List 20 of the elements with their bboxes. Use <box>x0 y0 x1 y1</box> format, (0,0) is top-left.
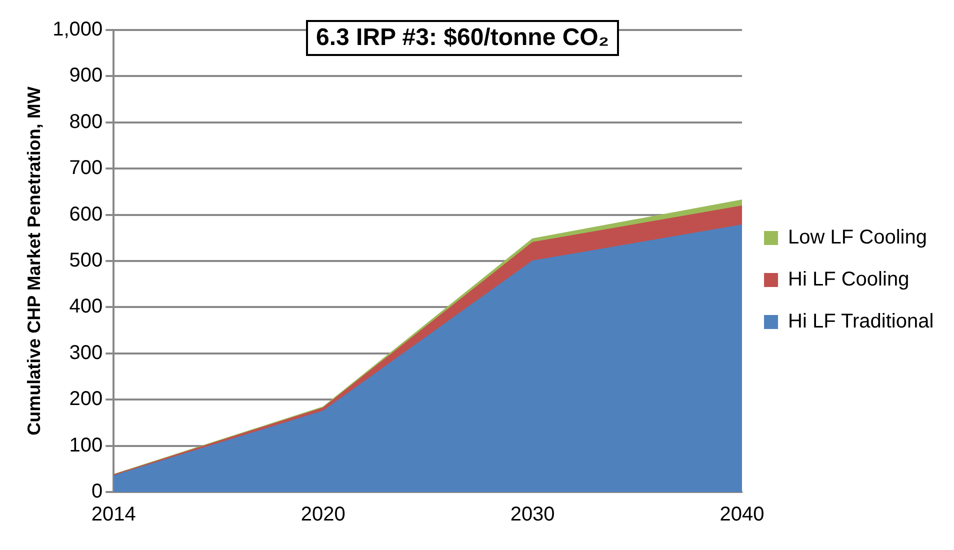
y-tick-label: 400 <box>69 296 103 318</box>
y-tick-label: 300 <box>69 342 103 364</box>
legend-label: Hi LF Traditional <box>788 310 934 333</box>
x-tick-label: 2030 <box>510 504 555 526</box>
y-tick-label: 700 <box>69 157 103 180</box>
y-tick-label: 0 <box>92 480 103 503</box>
chart-title: 6.3 IRP #3: $60/tonne CO₂ <box>306 20 619 56</box>
legend-label: Low LF Cooling <box>788 226 927 249</box>
y-tick-label: 500 <box>69 250 103 272</box>
y-tick-label: 800 <box>69 110 103 133</box>
y-tick-label: 200 <box>69 388 103 410</box>
y-tick-label: 900 <box>69 64 103 87</box>
y-tick-label: 1,000 <box>52 18 103 41</box>
x-tick-label: 2040 <box>720 504 764 526</box>
y-tick-label: 100 <box>69 434 103 456</box>
y-tick-label: 600 <box>69 203 103 226</box>
x-tick-label: 2014 <box>91 504 136 526</box>
x-tick-label: 2020 <box>300 504 346 526</box>
y-axis-title: Cumulative CHP Market Penetration, MW <box>24 86 44 436</box>
legend-label: Hi LF Cooling <box>788 268 910 291</box>
